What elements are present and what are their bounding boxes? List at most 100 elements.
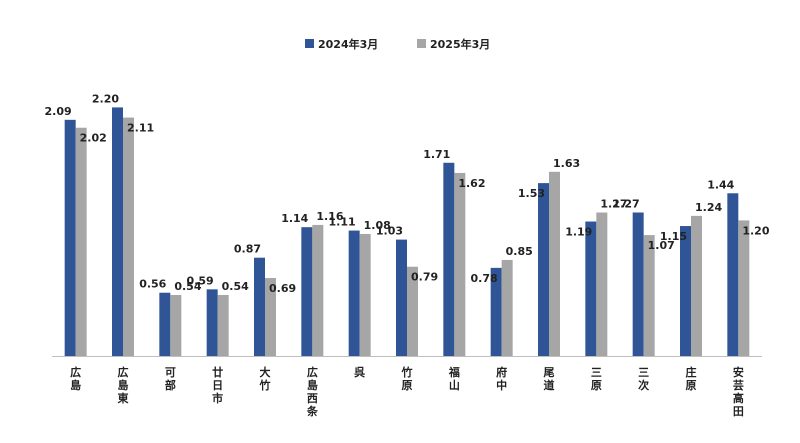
bar-0-0 [64, 119, 76, 356]
category-label-13-0: 庄 [686, 365, 697, 379]
bar-0-7 [396, 239, 407, 356]
category-label-9-1: 中 [496, 378, 507, 392]
data-label-1-7: 0.79 [411, 271, 438, 284]
category-label-8-0: 福 [448, 365, 460, 379]
bar-0-13 [680, 226, 691, 356]
category-label-7-1: 原 [402, 379, 413, 392]
category-label-11-1: 原 [591, 379, 602, 392]
bar-1-14 [738, 220, 750, 356]
data-label-1-2: 0.54 [174, 280, 201, 293]
bar-0-4 [254, 257, 265, 356]
bar-0-8 [443, 162, 455, 356]
bar-1-9 [501, 259, 513, 356]
category-label-4-1: 竹 [259, 378, 271, 392]
data-label-1-5: 1.16 [316, 210, 343, 223]
bar-0-5 [301, 227, 313, 356]
legend: 2024年3月 2025年3月 [305, 37, 490, 51]
bar-0-9 [490, 267, 502, 356]
data-label-0-13: 1.15 [660, 230, 687, 243]
category-label-6-0: 呉 [354, 366, 365, 379]
bar-0-6 [348, 230, 360, 356]
bar-1-1 [123, 117, 134, 356]
category-label-14-2: 高 [733, 391, 744, 405]
bar-1-6 [359, 233, 371, 356]
bar-1-13 [691, 215, 702, 356]
legend-swatch-0 [305, 39, 314, 48]
category-label-12-0: 三 [638, 366, 649, 379]
category-label-10-0: 尾 [543, 366, 555, 379]
bar-1-10 [549, 171, 560, 356]
data-label-1-1: 2.11 [127, 122, 154, 135]
category-label-4-0: 大 [260, 365, 271, 379]
data-label-1-6: 1.08 [364, 219, 391, 232]
category-label-2-1: 部 [165, 378, 176, 392]
data-label-0-9: 0.78 [471, 272, 498, 285]
data-label-0-4: 0.87 [234, 243, 261, 256]
data-label-0-10: 1.53 [518, 187, 545, 200]
bar-1-3 [217, 294, 229, 356]
data-label-0-8: 1.71 [423, 148, 450, 161]
data-label-1-13: 1.24 [695, 201, 722, 214]
legend-label-1: 2025年3月 [430, 37, 490, 51]
bar-0-11 [585, 221, 597, 356]
data-label-1-11: 1.27 [600, 197, 627, 210]
category-label-5-3: 条 [306, 404, 319, 418]
data-label-1-14: 1.20 [742, 224, 769, 237]
bar-0-1 [112, 107, 123, 357]
category-label-0-1: 島 [70, 378, 81, 392]
data-label-0-3: 0.59 [187, 274, 214, 287]
bar-1-2 [170, 294, 182, 356]
category-label-10-1: 道 [544, 378, 555, 392]
data-label-0-6: 1.11 [329, 216, 356, 229]
category-label-5-1: 島 [307, 378, 318, 392]
category-label-5-0: 広 [307, 365, 318, 379]
category-label-1-2: 東 [118, 391, 130, 405]
category-label-3-0: 廿 [212, 365, 223, 379]
bar-1-5 [312, 224, 324, 356]
data-label-0-0: 2.09 [45, 105, 72, 118]
category-label-0-0: 広 [70, 365, 81, 379]
data-label-0-1: 2.20 [92, 92, 119, 105]
category-label-14-1: 芸 [733, 378, 744, 392]
data-label-1-3: 0.54 [222, 280, 249, 293]
value-labels: 2.092.022.202.110.56 0.540.59 0.540.870.69… [45, 92, 770, 295]
data-label-0-2: 0.56 [139, 278, 166, 291]
data-label-1-10: 1.63 [553, 157, 580, 170]
data-label-0-5: 1.14 [281, 212, 308, 225]
bar-0-10 [538, 183, 549, 356]
category-label-13-1: 原 [686, 379, 697, 392]
bar-1-12 [643, 235, 655, 356]
bar-1-7 [407, 266, 418, 356]
bar-1-11 [596, 212, 608, 356]
category-label-14-3: 田 [733, 405, 744, 418]
bar-group [64, 107, 750, 357]
category-label-7-0: 竹 [401, 365, 413, 379]
data-label-1-0: 2.02 [80, 132, 107, 145]
data-label-0-7: 1.03 [376, 225, 403, 238]
legend-swatch-1 [417, 39, 426, 48]
bar-1-8 [454, 172, 466, 356]
legend-label-0: 2024年3月 [318, 37, 378, 51]
category-label-8-1: 山 [449, 378, 460, 392]
data-label-0-14: 1.44 [707, 178, 734, 191]
category-label-12-1: 次 [638, 378, 649, 392]
category-label-11-0: 三 [591, 366, 602, 379]
category-label-9-0: 府 [496, 365, 507, 379]
category-label-2-0: 可 [165, 366, 176, 379]
category-label-3-2: 市 [212, 391, 223, 405]
bar-0-12 [632, 212, 644, 356]
data-label-0-11: 1.19 [565, 226, 592, 239]
bar-1-4 [265, 278, 276, 356]
data-label-0-12: 1.27 [613, 197, 640, 210]
category-label-3-1: 日 [212, 379, 223, 392]
bar-1-0 [75, 127, 87, 357]
category-label-1-1: 島 [118, 378, 129, 392]
bar-0-2 [159, 292, 171, 356]
bar-0-3 [206, 289, 218, 356]
category-label-14-0: 安 [733, 365, 744, 379]
category-label-5-2: 西 [307, 392, 318, 405]
bar-0-14 [727, 193, 739, 356]
